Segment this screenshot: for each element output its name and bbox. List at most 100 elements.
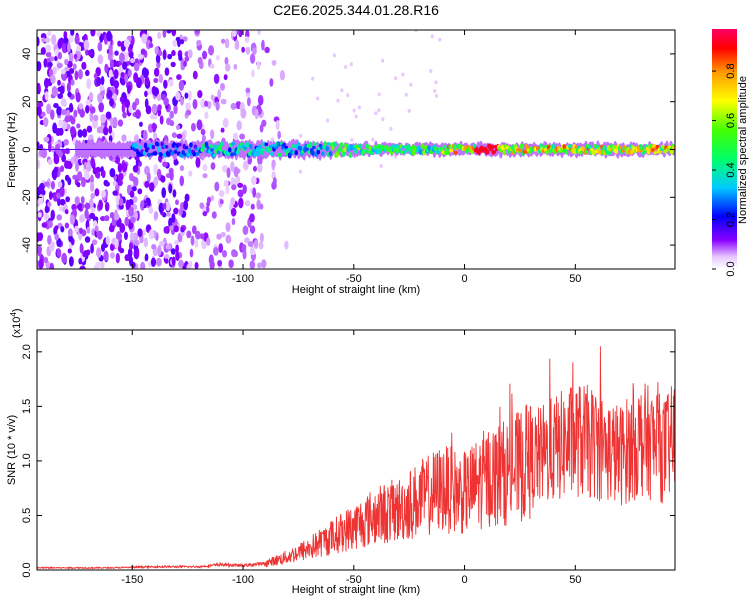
- noise-cell: [106, 30, 112, 42]
- noise-cell: [245, 46, 251, 55]
- noise-cell: [119, 247, 125, 254]
- noise-cell: [96, 30, 101, 37]
- noise-cell: [86, 78, 92, 90]
- noise-cell: [37, 211, 42, 218]
- noise-cell: [70, 79, 75, 86]
- noise-cell: [104, 63, 109, 74]
- noise-cell: [98, 102, 105, 113]
- noise-cell: [148, 206, 154, 215]
- noise-cell: [146, 172, 151, 183]
- noise-cell: [175, 199, 179, 206]
- ridge-cell: [651, 147, 655, 153]
- noise-cell: [158, 73, 163, 84]
- noise-cell: [244, 237, 250, 244]
- noise-cell: [64, 115, 71, 123]
- noise-cell: [37, 105, 42, 116]
- noise-cell: [61, 252, 68, 264]
- noise-cell: [429, 69, 433, 74]
- ridge-cell: [220, 141, 224, 147]
- noise-cell: [224, 56, 229, 66]
- noise-cell: [144, 68, 149, 77]
- ridge-cell: [289, 149, 294, 156]
- noise-cell: [66, 82, 71, 93]
- noise-cell: [133, 62, 140, 72]
- noise-cell: [175, 244, 179, 254]
- colorbar: 0.0 0.2 0.4 0.6 0.8 Normalized spectral ampl…: [712, 29, 749, 277]
- noise-cell: [132, 101, 137, 111]
- noise-cell: [233, 63, 238, 70]
- noise-cell: [37, 141, 40, 151]
- noise-cell: [409, 82, 413, 87]
- noise-cell: [252, 165, 257, 172]
- ridge-cell: [638, 144, 643, 148]
- ridge-cell: [138, 145, 142, 150]
- noise-cell: [38, 258, 44, 269]
- ridge-cell: [261, 147, 265, 152]
- noise-cell: [57, 93, 64, 99]
- noise-cell: [231, 249, 237, 258]
- ridge-cell: [394, 143, 398, 149]
- noise-cell: [59, 186, 65, 197]
- noise-cell: [251, 69, 255, 78]
- noise-cell: [179, 96, 184, 106]
- noise-cell: [80, 196, 85, 204]
- noise-cell: [119, 223, 126, 234]
- colorbar-ticks: 0.0 0.2 0.4 0.6 0.8: [712, 63, 737, 277]
- ridge-cell: [320, 151, 325, 156]
- noise-cell: [78, 257, 83, 265]
- snr-x-tick-label: -50: [346, 574, 362, 586]
- noise-cell: [64, 174, 70, 182]
- ridge-cell: [164, 145, 169, 149]
- noise-cell: [133, 248, 140, 260]
- noise-cell: [200, 98, 207, 109]
- noise-cell: [63, 138, 69, 146]
- noise-cell: [156, 257, 162, 267]
- noise-cell: [50, 209, 55, 221]
- noise-cell: [256, 30, 262, 36]
- noise-cell: [91, 239, 98, 246]
- noise-cell: [117, 119, 124, 127]
- noise-cell: [46, 30, 52, 37]
- snr-x-tick-label: -100: [232, 574, 254, 586]
- noise-cell: [202, 211, 208, 217]
- noise-cell: [169, 225, 174, 231]
- noise-cell: [169, 170, 174, 181]
- noise-cell: [54, 233, 60, 241]
- noise-cell: [121, 134, 127, 142]
- noise-cell: [65, 196, 71, 203]
- noise-cell: [230, 161, 235, 172]
- noise-cell: [218, 243, 224, 254]
- noise-cell: [113, 80, 120, 89]
- ridge-cell: [348, 152, 353, 158]
- noise-cell: [404, 92, 408, 97]
- noise-cell: [142, 130, 148, 141]
- noise-cell: [79, 215, 84, 223]
- noise-cell: [174, 239, 180, 246]
- noise-cell: [100, 190, 107, 198]
- noise-cell: [173, 104, 178, 115]
- noise-cell: [84, 208, 89, 220]
- noise-cell: [250, 175, 257, 186]
- noise-cell: [44, 91, 49, 101]
- noise-cell: [122, 61, 128, 70]
- noise-cell: [106, 89, 113, 99]
- noise-cell: [85, 99, 92, 107]
- noise-cell: [67, 228, 73, 237]
- noise-cell: [52, 122, 58, 134]
- noise-cell: [129, 232, 136, 241]
- noise-cell: [129, 190, 135, 198]
- noise-cell: [109, 168, 116, 178]
- ridge-cell: [596, 147, 601, 151]
- noise-cell: [167, 53, 173, 60]
- noise-cell: [156, 168, 162, 179]
- noise-cell: [175, 124, 181, 130]
- ridge-cell: [446, 150, 450, 156]
- snr-panel: -150 -100 -50 0 50 0.0 0.5 1.0 1.5 2.0 Height of…: [6, 308, 676, 596]
- ridge-cell: [212, 153, 217, 158]
- ridge-cell: [653, 151, 657, 155]
- noise-cell: [264, 46, 270, 54]
- heatmap-x-ticks: -150 -100 -50 0 50: [121, 30, 581, 285]
- ridge-cell: [523, 149, 528, 155]
- noise-cell: [89, 212, 96, 219]
- noise-cell: [56, 62, 63, 69]
